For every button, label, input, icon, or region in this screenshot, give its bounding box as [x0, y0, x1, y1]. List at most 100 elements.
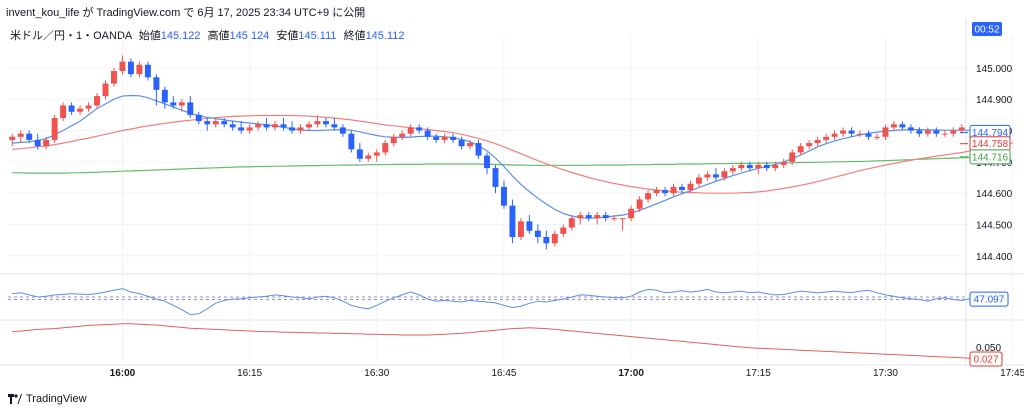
candle-body: [645, 193, 652, 200]
candle-body: [611, 218, 618, 220]
candle-body: [662, 190, 669, 194]
candle-body: [26, 133, 33, 140]
candle-body: [636, 199, 643, 209]
candle: [916, 127, 923, 137]
candle-body: [797, 146, 804, 153]
candle-body: [475, 143, 482, 156]
low-label: 安値: [276, 30, 299, 42]
candle: [255, 121, 262, 131]
candle: [492, 164, 499, 194]
candle-body: [212, 121, 219, 125]
time-tick-label: 16:30: [364, 368, 389, 379]
candle-body: [424, 130, 431, 137]
candle: [34, 133, 41, 150]
candle: [407, 124, 414, 137]
candle-body: [687, 183, 694, 191]
candle-body: [246, 127, 253, 131]
candle-body: [560, 227, 567, 234]
candle: [68, 102, 75, 115]
candle: [840, 127, 847, 137]
candle: [356, 143, 363, 162]
symbol-legend: 米ドル／円・1・OANDA 始値145.122 高値145.124 安値145.…: [10, 27, 405, 43]
chart-area[interactable]: 145.000144.900144.800144.700144.600144.5…: [0, 18, 1024, 413]
candle-body: [94, 96, 100, 106]
candle: [941, 130, 948, 137]
ma-price-label-text: 144.758: [972, 139, 1009, 150]
candle-body: [899, 124, 906, 128]
candle: [170, 96, 177, 109]
candle: [738, 161, 745, 172]
candle-body: [441, 136, 448, 140]
candle-body: [60, 105, 67, 119]
candle: [662, 186, 669, 197]
candle-body: [763, 164, 770, 169]
candle: [704, 171, 711, 181]
candle: [899, 121, 906, 131]
candle: [153, 74, 160, 106]
osc1-value-label-box: [969, 291, 1009, 307]
time-tick-label: 16:15: [237, 368, 262, 379]
candle: [17, 130, 24, 144]
candle: [484, 152, 490, 175]
candle: [195, 111, 202, 125]
candle-body: [331, 124, 338, 128]
candle: [806, 139, 813, 150]
candle: [797, 143, 804, 156]
candle: [628, 205, 635, 222]
osc2-value-label: 0.027: [969, 351, 1003, 367]
candle-body: [348, 133, 355, 150]
candle-body: [356, 149, 363, 159]
candle-body: [670, 186, 677, 194]
candle: [365, 152, 372, 162]
candle-body: [170, 102, 177, 106]
candle: [373, 149, 380, 162]
chart-svg[interactable]: 145.000144.900144.800144.700144.600144.5…: [0, 18, 1024, 413]
candle: [94, 92, 100, 109]
moving-average-mid-line: [12, 114, 1013, 194]
candle-body: [704, 174, 711, 178]
osc2-line: [12, 323, 996, 360]
candle: [348, 130, 355, 153]
candle: [229, 121, 236, 131]
moving-average-fast-line: [12, 94, 988, 219]
candle: [687, 180, 694, 194]
candle-body: [34, 139, 41, 147]
candle-body: [51, 118, 58, 140]
candle: [653, 186, 660, 197]
candle: [611, 215, 618, 222]
candle-body: [187, 102, 194, 115]
high-label: 高値: [207, 30, 230, 42]
candle: [924, 127, 931, 137]
candle: [246, 124, 253, 134]
candle: [322, 118, 329, 128]
candle-body: [407, 127, 414, 134]
candle: [26, 130, 33, 144]
candle: [399, 130, 406, 140]
price-tick-label: 144.600: [976, 189, 1013, 200]
candle-body: [874, 136, 880, 138]
candle: [314, 114, 321, 128]
candle: [9, 133, 16, 147]
candle: [517, 218, 524, 241]
ma-price-label: 144.716: [960, 149, 1011, 165]
publish-header: invent_kou_life が TradingView.com で 6月 1…: [6, 7, 366, 19]
candle: [263, 118, 270, 131]
candle-body: [772, 164, 779, 169]
candle-body: [534, 230, 541, 237]
candle: [305, 121, 312, 131]
candle-body: [263, 124, 270, 128]
candle: [111, 67, 117, 87]
candle-body: [619, 218, 626, 220]
candle: [772, 161, 779, 172]
candle-body: [568, 218, 575, 228]
candle-body: [933, 130, 940, 134]
candle-body: [195, 114, 202, 122]
candle-body: [916, 130, 923, 134]
candle-body: [373, 152, 380, 156]
candle: [907, 124, 914, 134]
candle: [551, 230, 558, 247]
candle-body: [848, 130, 855, 134]
candle: [865, 130, 872, 140]
candle: [560, 224, 567, 237]
time-tick-label: 17:00: [618, 368, 644, 379]
